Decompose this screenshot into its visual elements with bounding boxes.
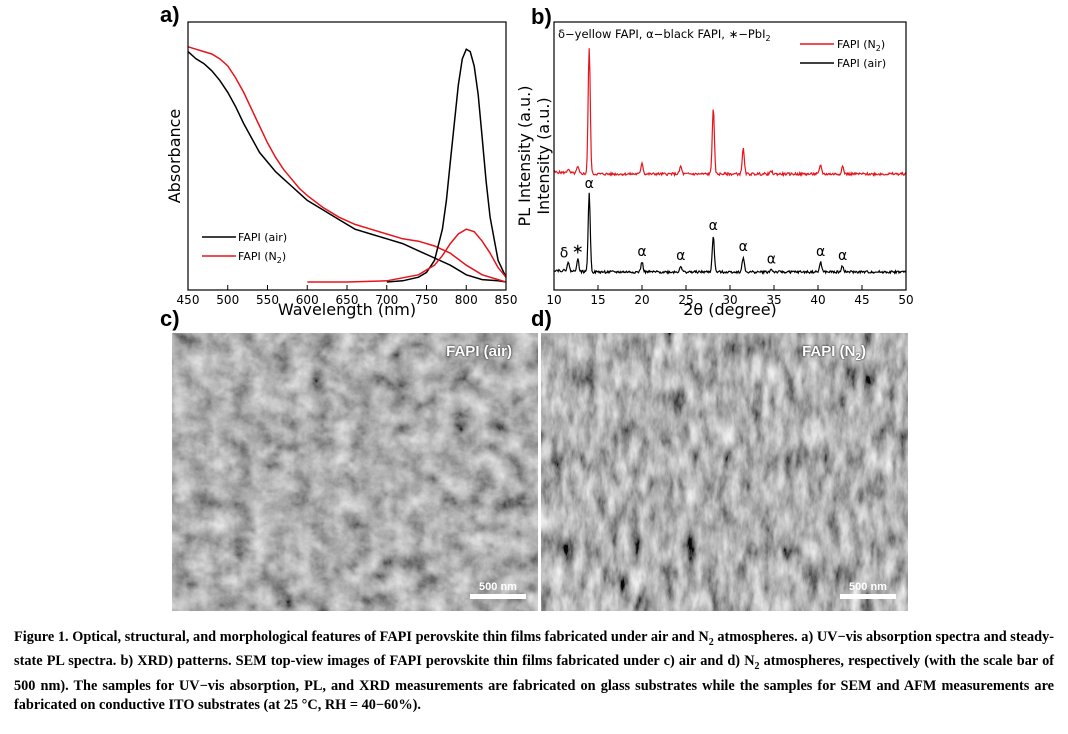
chart-a-xtick-5: 700 (375, 293, 398, 307)
chart-b-legend-n2: FAPI (N2) (837, 38, 885, 53)
chart-a-series-1 (187, 46, 507, 283)
chart-a-xlabel: Wavelength (nm) (278, 300, 416, 319)
scale-bar-n2-text: 500 nm (849, 581, 887, 593)
chart-b-legend-air: FAPI (air) (837, 57, 886, 70)
panel-letter-a: a) (160, 2, 180, 27)
chart-a-xtick-8: 850 (495, 293, 518, 307)
sem-image-n2: FAPI (N2) 500 nm (541, 333, 908, 611)
chart-a-absorbance-pl: 450 500 550 600 650 700 750 800 850 Absorbance P… (165, 21, 534, 319)
scale-bar-n2: 500 nm (840, 581, 896, 599)
chart-b-legend: FAPI (N2) FAPI (air) (800, 38, 886, 70)
chart-b-xtick-8: 50 (898, 293, 913, 307)
chart-b-xtick-1: 15 (590, 293, 605, 307)
chart-b-xtick-4: 30 (722, 293, 737, 307)
chart-b-xtick-6: 40 (810, 293, 825, 307)
chart-b-xtick-2: 20 (634, 293, 649, 307)
chart-a-xtick-1: 500 (216, 293, 239, 307)
chart-a-series-2 (386, 48, 507, 283)
chart-b-peak-label-3: α (637, 244, 646, 260)
chart-b-peak-label-4: α (676, 248, 685, 264)
chart-b-ylabel: Intensity (a.u.) (534, 97, 553, 214)
chart-b-peak-label-0: δ (560, 245, 569, 261)
sem-label-n2: FAPI (N2) (802, 343, 866, 363)
scale-bar-air: 500 nm (470, 581, 526, 599)
chart-a-series-0 (187, 51, 507, 283)
figure-caption: Figure 1. Optical, structural, and morph… (14, 628, 1054, 716)
chart-a-xtick-6: 750 (415, 293, 438, 307)
caption-lead: Figure 1. Optical, structural, and morph… (14, 629, 1054, 714)
chart-b-peak-label-1: ∗ (572, 242, 584, 258)
chart-b-peak-label-8: α (816, 244, 825, 260)
chart-a-xtick-3: 600 (296, 293, 319, 307)
chart-a-xtick-2: 550 (256, 293, 279, 307)
chart-b-xtick-7: 45 (854, 293, 869, 307)
sem-label-air: FAPI (air) (446, 343, 512, 360)
chart-b-xlabel: 2θ (degree) (683, 300, 777, 319)
chart-a-legend-n2: FAPI (N2) (238, 250, 286, 265)
chart-b-series-1 (554, 192, 907, 275)
chart-a-xtick-4: 650 (336, 293, 359, 307)
chart-b-peak-label-6: α (739, 239, 748, 255)
panel-letter-c: c) (160, 306, 180, 331)
chart-a-legend: FAPI (air) FAPI (N2) (202, 231, 287, 265)
chart-a-ylabel: Absorbance (165, 109, 184, 204)
chart-a-legend-air: FAPI (air) (238, 231, 287, 244)
chart-b-series-0 (553, 48, 907, 178)
chart-b-peak-label-5: α (709, 218, 718, 234)
chart-b-annotation: δ−yellow FAPI, α−black FAPI, ∗−PbI2 (558, 27, 771, 43)
scale-bar-air-text: 500 nm (479, 581, 517, 593)
panel-letter-b: b) (531, 4, 552, 29)
chart-b-xtick-3: 25 (678, 293, 693, 307)
panel-letter-d: d) (531, 306, 552, 331)
chart-a-ylabel-right: PL Intensity (a.u.) (515, 86, 534, 227)
chart-b-xtick-0: 10 (546, 293, 561, 307)
chart-b-peak-label-2: α (585, 176, 594, 192)
chart-a-xtick-0: 450 (177, 293, 200, 307)
chart-b-peak-label-7: α (767, 252, 776, 268)
chart-b-peak-label-9: α (838, 248, 847, 264)
sem-image-air: FAPI (air) 500 nm (172, 333, 538, 611)
chart-a-xtick-7: 800 (455, 293, 478, 307)
chart-a-series-3 (307, 228, 507, 283)
chart-b-xtick-5: 35 (766, 293, 781, 307)
